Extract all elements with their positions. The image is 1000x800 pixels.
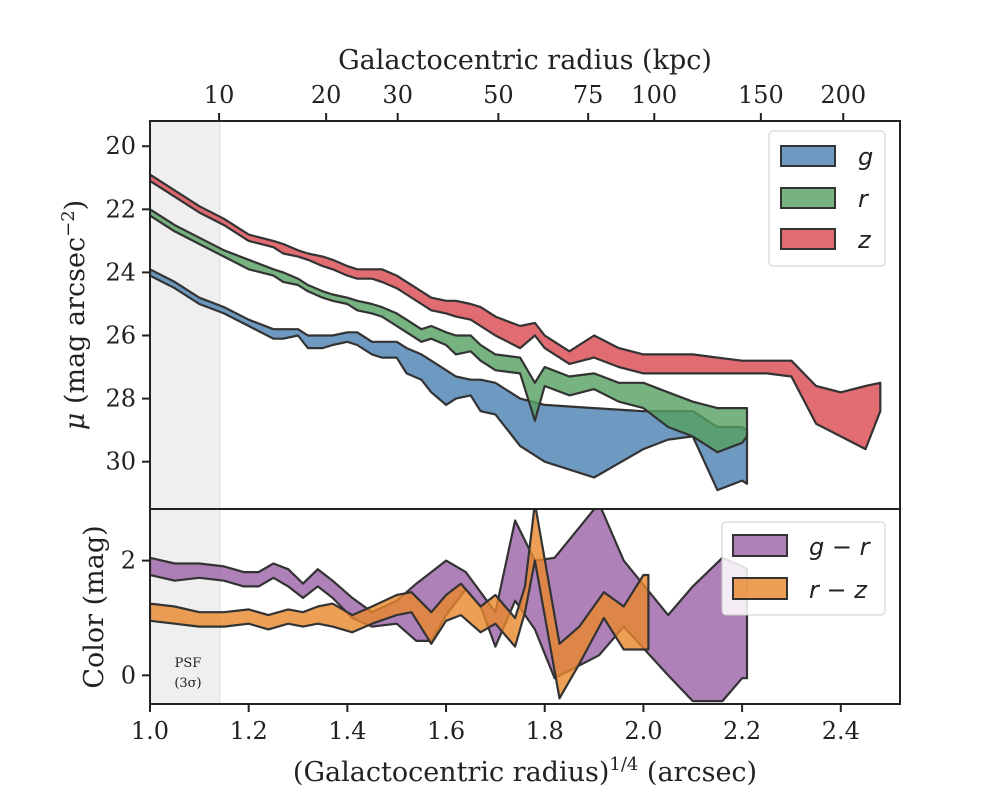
top-y-tick-label: 26	[105, 322, 136, 350]
legend-label-g-r: g − r	[809, 533, 872, 561]
psf-label-line1: PSF	[175, 656, 202, 671]
x-tick-label: 2.2	[723, 717, 761, 745]
x-tick-label: 1.8	[526, 717, 564, 745]
top-axis-tick-label: 200	[820, 81, 866, 109]
top-axis-tick-label: 20	[311, 81, 342, 109]
legend-swatch-z	[780, 228, 836, 250]
legend-swatch-r	[780, 187, 836, 209]
legend-label-z: z	[857, 226, 872, 254]
x-tick-label: 1.0	[131, 717, 169, 745]
band-r-z	[150, 509, 650, 700]
top-axis-tick-label: 50	[483, 81, 514, 109]
top-axis-tick-label: 30	[382, 81, 413, 109]
top-legend: g r z	[768, 130, 886, 267]
top-axis-label: Galactocentric radius (kpc)	[338, 45, 712, 76]
x-tick-label: 2.4	[822, 717, 860, 745]
top-y-tick-label: 30	[105, 448, 136, 476]
legend-swatch-g-r	[732, 534, 788, 557]
top-axis-tick-label: 10	[204, 81, 235, 109]
bottom-panel-series	[150, 509, 749, 703]
band-g	[150, 268, 749, 492]
top-y-tick-label: 24	[105, 258, 136, 286]
x-tick-label: 1.6	[427, 717, 465, 745]
bottom-panel-frame	[149, 508, 901, 705]
legend-swatch-g	[780, 145, 836, 167]
legend-swatch-r-z	[732, 577, 788, 600]
legend-label-r-z: r − z	[809, 576, 868, 604]
bottom-y-ticks: 02	[121, 547, 150, 689]
top-axis-ticks: 10 20 30 50 75 100 150 200	[204, 81, 866, 121]
top-y-ticks: 20 22 24 26 28 30	[105, 132, 150, 476]
x-tick-label: 1.4	[328, 717, 366, 745]
legend-label-g: g	[858, 143, 873, 171]
top-y-tick-label: 28	[105, 385, 136, 413]
top-axis-tick-label: 150	[738, 81, 784, 109]
top-y-axis-label: μ (mag arcsec−2)	[58, 200, 91, 430]
top-panel-series	[150, 173, 882, 492]
top-y-tick-label: 20	[105, 132, 136, 160]
band-z	[150, 173, 882, 451]
top-axis-tick-label: 75	[573, 81, 604, 109]
x-tick-label: 2.0	[624, 717, 662, 745]
x-tick-label: 1.2	[230, 717, 268, 745]
bottom-legend: g − r r − z	[721, 521, 886, 616]
band-r	[150, 208, 749, 454]
bottom-y-tick-label: 2	[121, 547, 136, 575]
psf-label-line2: (3σ)	[174, 676, 201, 691]
top-y-tick-label: 22	[105, 195, 136, 223]
top-axis-tick-label: 100	[631, 81, 677, 109]
x-axis-label: (Galactocentric radius)1/4 (arcsec)	[293, 754, 757, 788]
bottom-y-axis-label: Color (mag)	[79, 525, 110, 688]
x-ticks: 1.0 1.2 1.4 1.6 1.8 2.0 2.2 2.4	[131, 704, 860, 745]
legend-label-r: r	[858, 185, 870, 213]
bottom-y-tick-label: 0	[121, 661, 136, 689]
psf-shade-top	[150, 121, 220, 509]
